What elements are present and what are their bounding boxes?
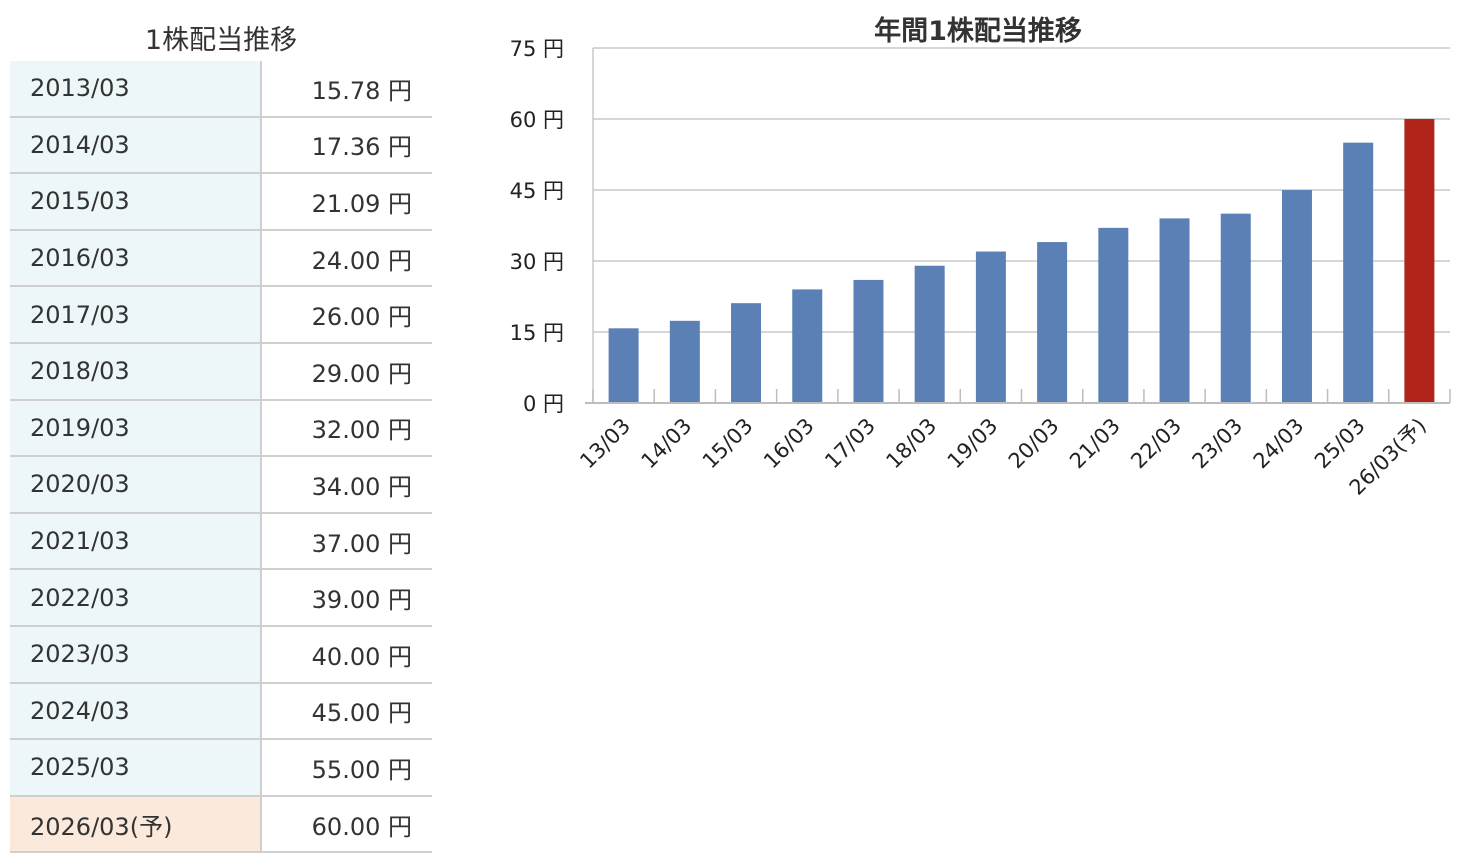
dividend-value-cell: 26.00 円 [261, 286, 432, 344]
y-tick-label: 30 円 [510, 250, 564, 274]
bar [914, 265, 945, 403]
x-tick-label: 25/03 [1310, 414, 1370, 474]
y-tick-label: 0 円 [523, 392, 564, 416]
bar [1037, 242, 1068, 403]
x-tick-label: 18/03 [881, 414, 941, 474]
bar [792, 289, 823, 403]
dividend-value-cell: 15.78 円 [261, 61, 432, 118]
period-cell: 2016/03 [10, 229, 262, 288]
period-cell: 2018/03 [10, 342, 262, 401]
bar [1220, 213, 1251, 403]
x-tick-label: 24/03 [1249, 414, 1309, 474]
dividend-value-cell: 37.00 円 [261, 512, 432, 571]
x-tick-label: 22/03 [1126, 414, 1186, 474]
bar [1343, 142, 1374, 403]
y-tick-label: 15 円 [510, 321, 564, 345]
period-cell: 2017/03 [10, 286, 262, 344]
table-row: 2014/03 17.36 円 [10, 116, 432, 175]
x-tick-label: 20/03 [1004, 414, 1064, 474]
table-row: 2023/03 40.00 円 [10, 625, 432, 684]
bar [975, 251, 1006, 403]
x-tick-label: 14/03 [637, 414, 697, 474]
table-row: 2025/03 55.00 円 [10, 739, 432, 797]
y-tick-label: 60 円 [510, 108, 564, 132]
bar [1098, 227, 1129, 403]
bar [731, 303, 762, 403]
period-cell: 2025/03 [10, 739, 262, 797]
period-cell: 2013/03 [10, 61, 262, 118]
dividend-value-cell: 21.09 円 [261, 173, 432, 231]
dividend-value-cell: 60.00 円 [261, 795, 432, 853]
bar [1159, 218, 1190, 403]
dividend-table: 2013/03 15.78 円 2014/03 17.36 円 2015/03 21.09… [10, 61, 432, 853]
period-cell: 2023/03 [10, 625, 262, 684]
table-row: 2016/03 24.00 円 [10, 229, 432, 288]
table-row: 2024/03 45.00 円 [10, 682, 432, 741]
table-row: 2021/03 37.00 円 [10, 512, 432, 571]
bar [1281, 190, 1312, 403]
period-cell: 2020/03 [10, 456, 262, 514]
dividend-value-cell: 45.00 円 [261, 682, 432, 741]
dividend-value-cell: 55.00 円 [261, 739, 432, 797]
period-cell: 2024/03 [10, 682, 262, 741]
bar [1404, 119, 1435, 403]
x-tick-label: 13/03 [575, 414, 635, 474]
dividend-value-cell: 39.00 円 [261, 569, 432, 627]
x-tick-label: 19/03 [943, 414, 1003, 474]
table-row: 2019/03 32.00 円 [10, 399, 432, 458]
bar [669, 320, 700, 403]
x-tick-label: 23/03 [1188, 414, 1248, 474]
table-row: 2017/03 26.00 円 [10, 286, 432, 344]
table-row: 2018/03 29.00 円 [10, 342, 432, 401]
table-row: 2022/03 39.00 円 [10, 569, 432, 627]
table-row: 2020/03 34.00 円 [10, 456, 432, 514]
dividend-bar-chart: 年間1株配当推移 0 円 15 円 30 円 45 円 60 円 75 円 13/03 14/… [510, 15, 1451, 500]
period-cell: 2026/03(予) [10, 795, 262, 853]
dividend-value-cell: 34.00 円 [261, 456, 432, 514]
period-cell: 2014/03 [10, 116, 262, 175]
period-cell: 2019/03 [10, 399, 262, 458]
x-tick-label: 15/03 [698, 414, 758, 474]
table-title: 1株配当推移 [144, 25, 298, 56]
y-tick-label: 75 円 [510, 37, 564, 61]
x-tick-label: 21/03 [1065, 414, 1125, 474]
period-cell: 2021/03 [10, 512, 262, 571]
bar [608, 328, 639, 403]
table-row: 2026/03(予) 60.00 円 [10, 795, 432, 853]
period-cell: 2022/03 [10, 569, 262, 627]
x-tick-label: 17/03 [820, 414, 880, 474]
dividend-value-cell: 32.00 円 [261, 399, 432, 458]
dividend-value-cell: 40.00 円 [261, 625, 432, 684]
period-cell: 2015/03 [10, 173, 262, 231]
bar [853, 279, 884, 403]
chart-title: 年間1株配当推移 [874, 15, 1082, 47]
dividend-value-cell: 24.00 円 [261, 229, 432, 288]
table-row: 2013/03 15.78 円 [10, 61, 432, 118]
dividend-value-cell: 17.36 円 [261, 116, 432, 175]
y-tick-label: 45 円 [510, 179, 564, 203]
x-tick-label: 16/03 [759, 414, 819, 474]
dividend-value-cell: 29.00 円 [261, 342, 432, 401]
table-row: 2015/03 21.09 円 [10, 173, 432, 231]
